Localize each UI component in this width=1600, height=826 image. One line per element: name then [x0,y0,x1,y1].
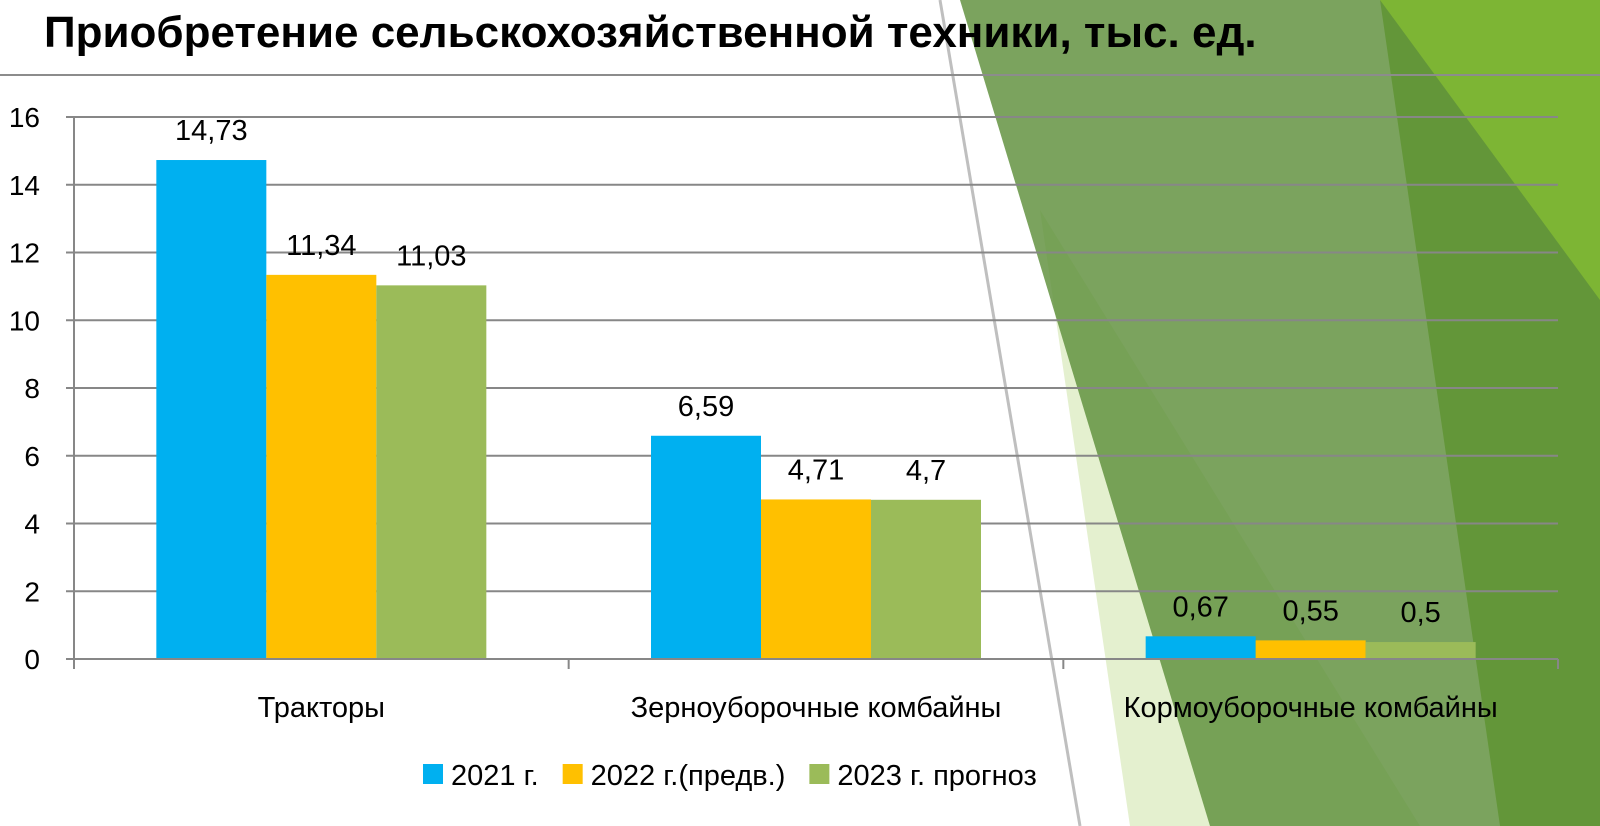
y-tick-label: 10 [9,305,40,336]
legend-label: 2021 г. [451,760,539,792]
deco-dark-shape [960,0,1600,826]
y-tick-label: 2 [24,576,40,607]
bar [871,499,981,659]
legend-label: 2022 г.(предв.) [591,760,786,792]
data-label: 0,5 [1401,597,1441,629]
data-label: 4,7 [906,455,946,487]
data-label: 0,55 [1282,595,1338,627]
axes: 0 2 4 6 8 10 12 14 16 Тракторы Зерноуборочные комб… [9,102,1559,724]
bar [1365,642,1476,659]
y-tick-label: 4 [24,509,40,540]
x-category-label: Кормоуборочные комбайны [1124,692,1498,724]
y-tick-label: 8 [24,373,40,404]
legend-swatch [809,764,830,784]
bars [156,160,1476,660]
y-tick-label: 0 [24,644,40,675]
deco-diagonal-line [938,0,1082,826]
data-labels: 14,73 11,34 11,03 6,59 4,71 4,7 0,67 0,55 0,5 [175,115,1441,629]
y-tick-label: 12 [9,238,40,269]
legend[interactable]: 2021 г. 2022 г.(предв.) 2023 г. прогноз [423,760,1037,792]
bar [266,274,377,659]
x-category-label: Зерноуборочные комбайны [631,692,1002,724]
bar [1255,640,1366,659]
chart-title: Приобретение сельскохозяйственной техник… [44,8,1257,57]
y-tick-label: 16 [9,102,40,133]
data-label: 14,73 [175,115,248,147]
x-category-label: Тракторы [258,692,385,724]
y-tick-label: 14 [9,170,40,201]
data-label: 11,03 [396,240,466,272]
bar [376,285,487,659]
data-label: 11,34 [286,230,356,262]
data-label: 6,59 [678,391,734,423]
data-label: 0,67 [1172,591,1228,623]
bar [761,499,871,659]
y-tick-label: 6 [24,441,40,472]
bar [1145,636,1256,659]
bar [651,435,761,659]
data-label: 4,71 [788,454,844,486]
legend-label: 2023 г. прогноз [837,760,1036,792]
legend-swatch [423,764,443,784]
legend-swatch [562,764,583,784]
bar [156,160,267,660]
